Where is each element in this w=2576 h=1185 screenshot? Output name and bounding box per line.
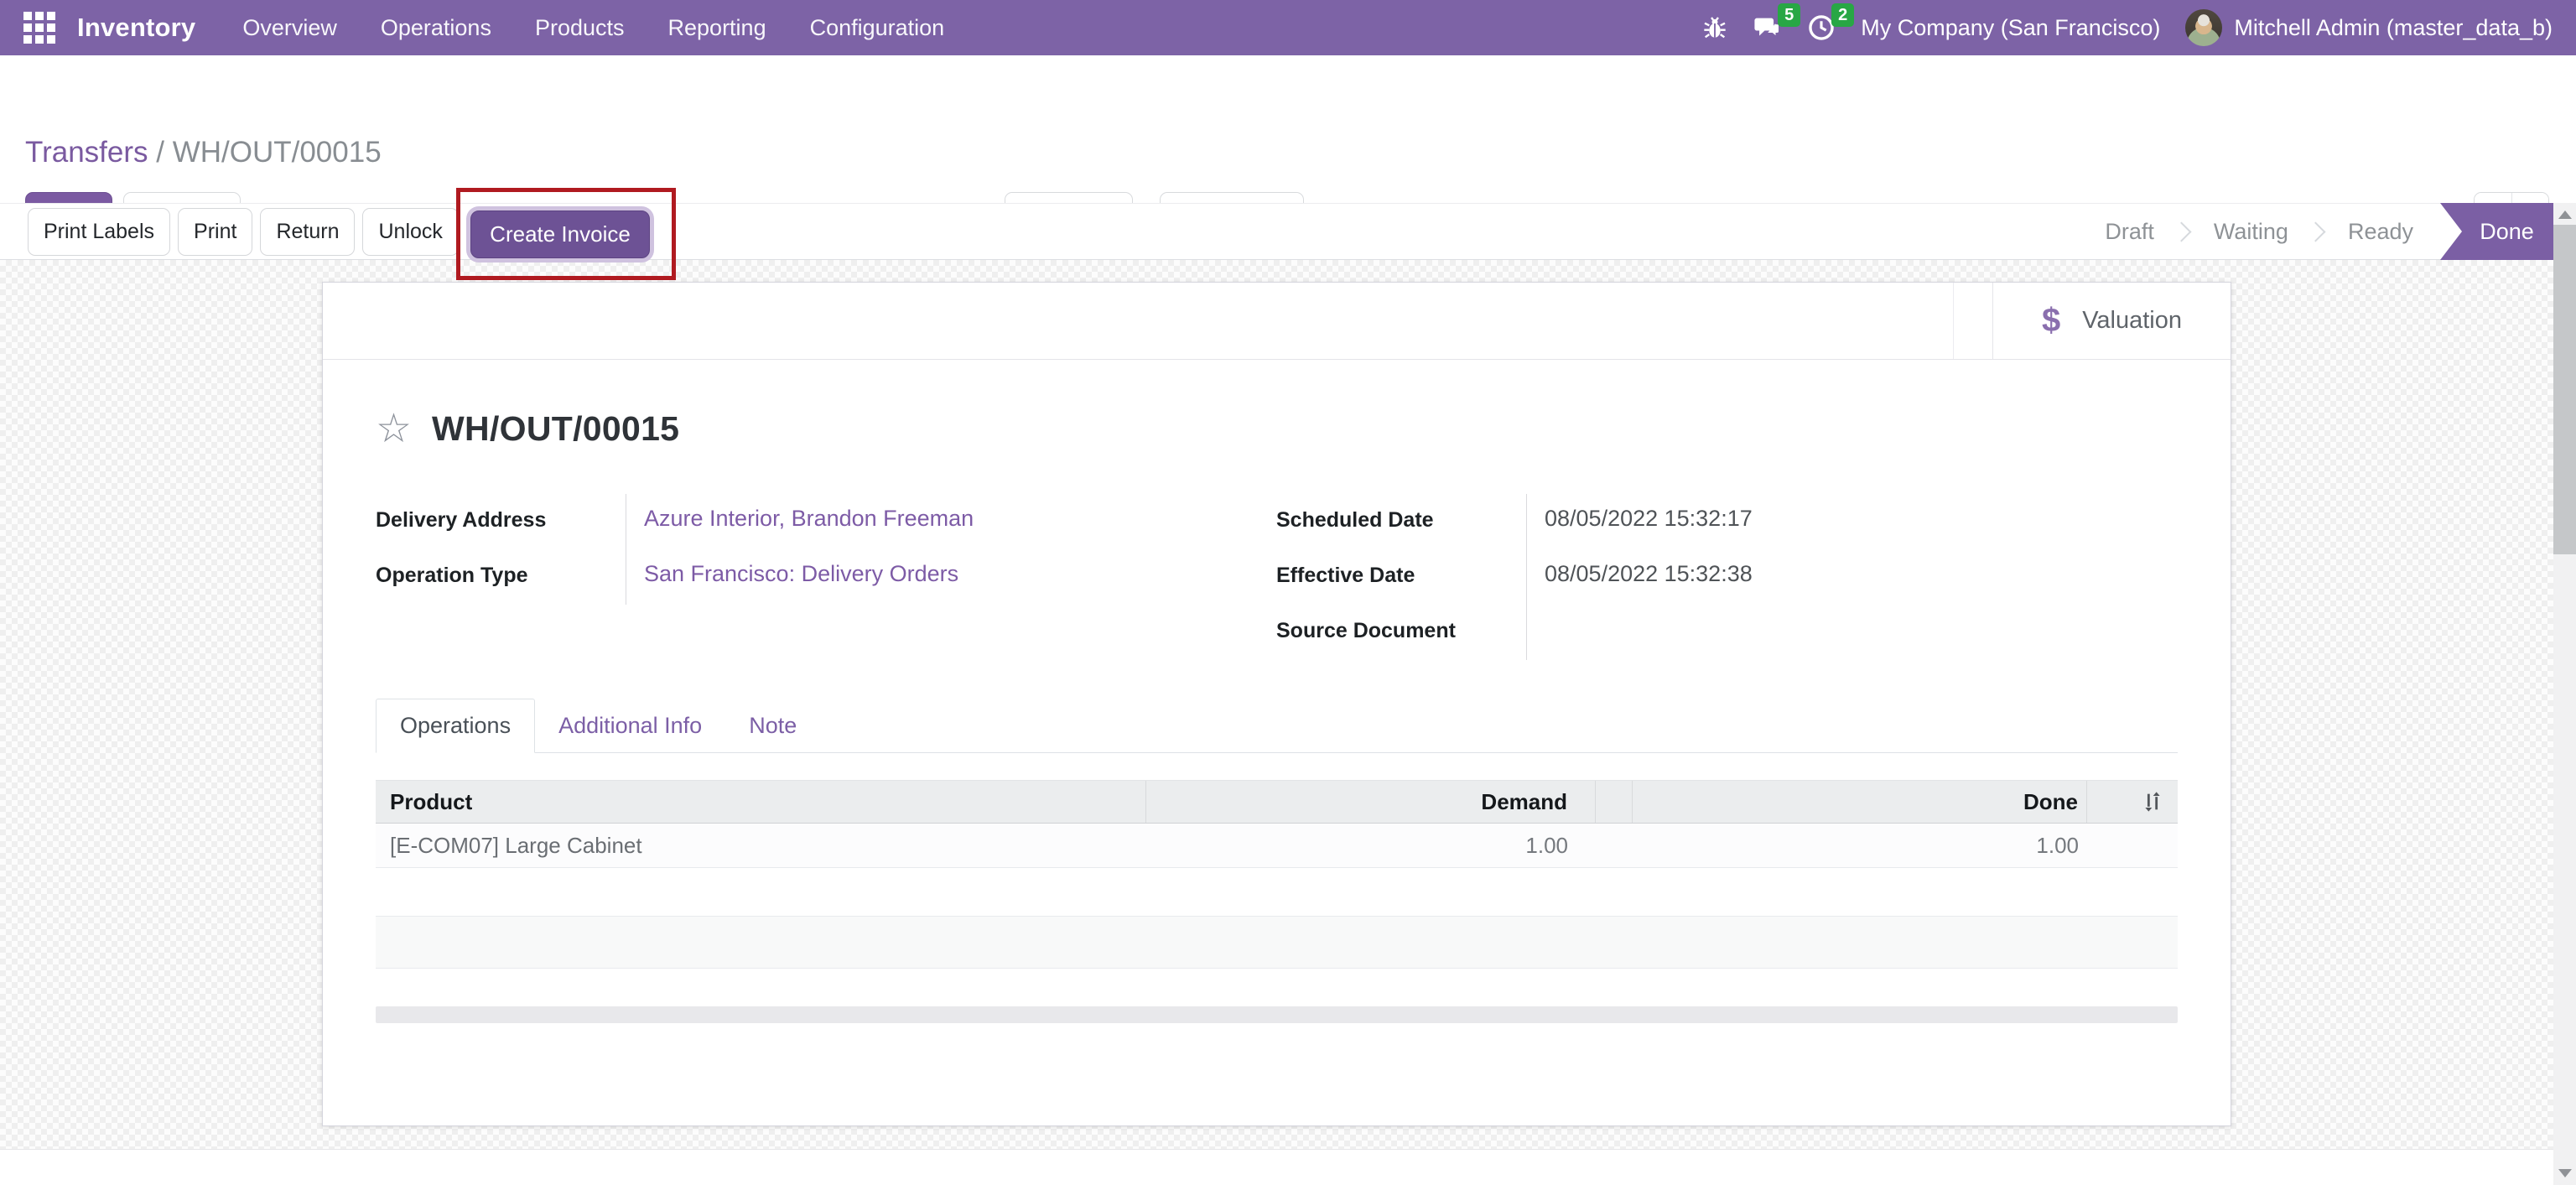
messages-icon[interactable]: 5 [1753,3,1801,42]
field-effective-date: Effective Date 08/05/2022 15:32:38 [1276,549,2178,605]
scrollbar-down-arrow-icon[interactable] [2558,1169,2572,1177]
dollar-icon: $ [2041,302,2061,339]
create-invoice-button[interactable]: Create Invoice [470,210,650,258]
tab-operations[interactable]: Operations [376,699,536,753]
form-sheet: $ Valuation ☆ WH/OUT/00015 Delivery Addr… [322,282,2231,1126]
field-label: Scheduled Date [1276,508,1434,532]
field-groups: Delivery Address Azure Interior, Brandon… [376,494,2178,660]
navbar-systray: 5 2 My Company (San Francisco) Mitchell … [1701,3,2553,46]
empty-striped-row [376,916,2178,969]
favorite-star-icon[interactable]: ☆ [376,405,413,452]
record-title: WH/OUT/00015 [432,408,680,448]
source-document-value [1526,605,2178,660]
chatter-area [0,1149,2553,1185]
activities-count-badge: 2 [1831,3,1855,27]
menu-configuration[interactable]: Configuration [809,14,945,40]
notebook-tabs: Operations Additional Info Note [376,699,2178,753]
form-statusbar: Print Labels Print Return Unlock Create … [0,203,2576,260]
user-avatar [2185,9,2223,46]
breadcrumb-separator: / [148,136,173,169]
menu-operations[interactable]: Operations [380,14,491,40]
print-labels-button[interactable]: Print Labels [28,207,171,256]
scheduled-date-value: 08/05/2022 15:32:17 [1526,494,2178,549]
field-operation-type: Operation Type San Francisco: Delivery O… [376,549,1276,605]
field-delivery-address: Delivery Address Azure Interior, Brandon… [376,494,1276,549]
debug-bug-icon[interactable] [1701,14,1728,41]
demand-cell: 1.00 [1525,832,1568,858]
field-label: Source Document [1276,619,1456,642]
done-cell: 1.00 [2036,832,2079,858]
button-box-divider [1953,283,1954,359]
field-group-right: Scheduled Date 08/05/2022 15:32:17 Effec… [1276,494,2178,660]
column-header-demand[interactable]: Demand [1146,781,1596,823]
column-header-spacer [1596,781,1633,823]
user-name: Mitchell Admin (master_data_b) [2234,14,2553,40]
product-cell: [E-COM07] Large Cabinet [390,832,642,858]
activities-clock-icon[interactable]: 2 [1807,3,1855,42]
top-navbar: Inventory Overview Operations Products R… [0,0,2576,55]
status-stages: Draft Waiting Ready Done [2100,203,2553,260]
vertical-scrollbar[interactable] [2553,203,2576,1185]
stage-draft[interactable]: Draft [2105,218,2154,244]
breadcrumb-transfers-link[interactable]: Transfers [25,136,148,169]
operations-table: Product Demand Done [376,780,2178,1023]
effective-date-value: 08/05/2022 15:32:38 [1526,549,2178,605]
tab-note[interactable]: Note [749,713,797,738]
column-header-product[interactable]: Product [376,781,1146,823]
stage-done-active[interactable]: Done [2440,203,2553,260]
return-button[interactable]: Return [260,207,356,256]
stage-waiting[interactable]: Waiting [2213,218,2288,244]
table-header: Product Demand Done [376,780,2178,824]
stage-chevron-icon [2305,221,2326,242]
menu-reporting[interactable]: Reporting [667,14,766,40]
horizontal-scrollbar[interactable] [376,1006,2178,1023]
title-row: ☆ WH/OUT/00015 [376,408,2178,449]
main-menu: Overview Operations Products Reporting C… [242,15,944,41]
statusbar-buttons: Print Labels Print Return Unlock [28,207,459,256]
stage-chevron-icon [2171,221,2192,242]
scrollbar-up-arrow-icon[interactable] [2558,210,2572,219]
button-box: $ Valuation [323,283,2231,360]
breadcrumb: Transfers / WH/OUT/00015 [25,136,382,169]
unlock-button[interactable]: Unlock [362,207,459,256]
field-label: Effective Date [1276,564,1415,587]
stage-ready[interactable]: Ready [2347,218,2413,244]
optional-columns-cell [2087,790,2178,813]
column-header-done[interactable]: Done [1633,781,2087,823]
operation-type-link[interactable]: San Francisco: Delivery Orders [626,549,1276,605]
breadcrumb-current: WH/OUT/00015 [172,136,382,169]
field-scheduled-date: Scheduled Date 08/05/2022 15:32:17 [1276,494,2178,549]
delivery-address-link[interactable]: Azure Interior, Brandon Freeman [626,494,1276,549]
tab-additional-info[interactable]: Additional Info [558,713,703,738]
messages-count-badge: 5 [1778,3,1801,27]
menu-products[interactable]: Products [534,14,625,40]
print-document-button[interactable]: Print [178,207,253,256]
app-name[interactable]: Inventory [77,13,196,42]
user-menu[interactable]: Mitchell Admin (master_data_b) [2185,9,2553,46]
valuation-smart-button[interactable]: $ Valuation [1992,283,2231,359]
apps-grid-icon[interactable] [23,12,55,44]
field-label: Delivery Address [376,508,547,532]
optional-columns-sliders-icon[interactable] [2141,790,2164,813]
field-source-document: Source Document [1276,605,2178,660]
menu-overview[interactable]: Overview [242,14,337,40]
scrollbar-thumb[interactable] [2553,225,2576,554]
company-switcher[interactable]: My Company (San Francisco) [1861,14,2161,40]
field-label: Operation Type [376,564,528,587]
control-panel: Transfers / WH/OUT/00015 Edit Create Pri… [0,55,2576,242]
field-group-left: Delivery Address Azure Interior, Brandon… [376,494,1276,605]
table-row: [E-COM07] Large Cabinet 1.00 1.00 [376,824,2178,868]
sheet-body: ☆ WH/OUT/00015 Delivery Address Azure In… [323,408,2231,1023]
valuation-label: Valuation [2082,307,2183,334]
